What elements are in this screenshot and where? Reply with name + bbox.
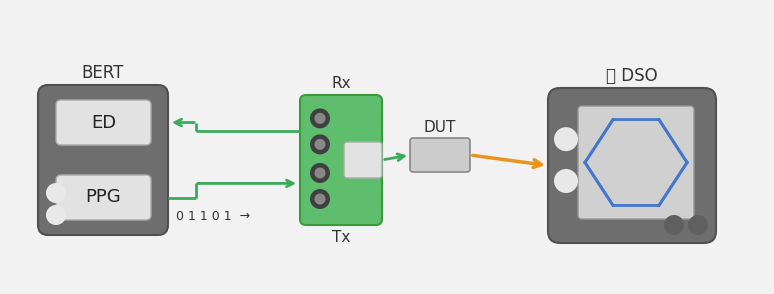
Text: BERT: BERT bbox=[82, 64, 124, 82]
Circle shape bbox=[554, 127, 578, 151]
FancyBboxPatch shape bbox=[300, 95, 382, 225]
FancyBboxPatch shape bbox=[344, 142, 382, 178]
Circle shape bbox=[46, 183, 66, 203]
Circle shape bbox=[314, 139, 326, 150]
Text: 光 DSO: 光 DSO bbox=[606, 67, 658, 85]
Circle shape bbox=[310, 134, 330, 154]
Circle shape bbox=[46, 205, 66, 225]
FancyBboxPatch shape bbox=[410, 138, 470, 172]
Circle shape bbox=[310, 108, 330, 128]
FancyBboxPatch shape bbox=[548, 88, 716, 243]
FancyBboxPatch shape bbox=[56, 100, 151, 145]
Text: ED: ED bbox=[91, 113, 116, 131]
Circle shape bbox=[310, 163, 330, 183]
Text: Rx: Rx bbox=[331, 76, 351, 91]
Text: DUT: DUT bbox=[424, 121, 456, 136]
Circle shape bbox=[664, 215, 684, 235]
Text: 0 1 1 0 1  →: 0 1 1 0 1 → bbox=[176, 211, 250, 223]
Text: Tx: Tx bbox=[332, 230, 350, 245]
FancyBboxPatch shape bbox=[56, 175, 151, 220]
Text: PPG: PPG bbox=[86, 188, 122, 206]
Circle shape bbox=[314, 193, 326, 205]
FancyBboxPatch shape bbox=[38, 85, 168, 235]
Circle shape bbox=[688, 215, 708, 235]
Circle shape bbox=[310, 189, 330, 209]
FancyBboxPatch shape bbox=[578, 106, 694, 219]
Circle shape bbox=[554, 169, 578, 193]
Circle shape bbox=[314, 113, 326, 124]
Circle shape bbox=[314, 168, 326, 178]
